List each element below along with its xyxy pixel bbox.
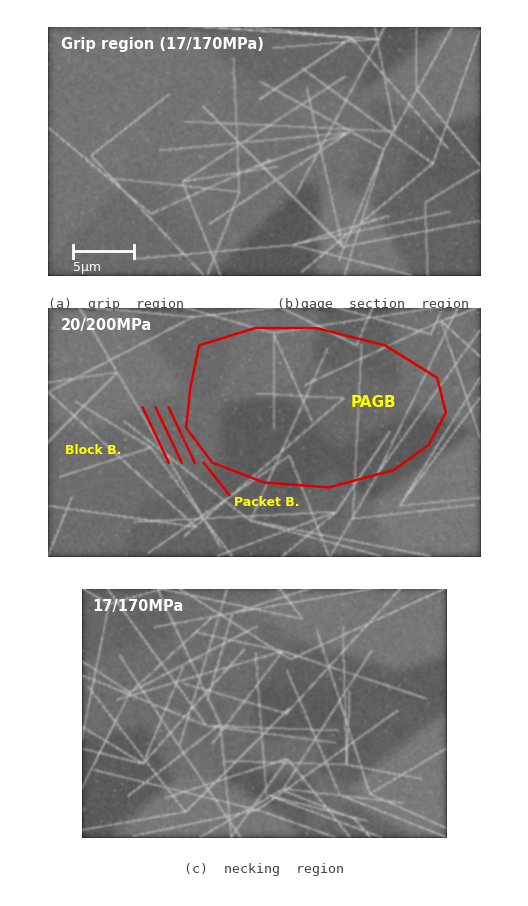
Text: Grip region (17/170MPa): Grip region (17/170MPa) — [61, 37, 263, 53]
Text: (a)  grip  region: (a) grip region — [48, 298, 184, 311]
Text: 20/200MPa: 20/200MPa — [61, 318, 152, 333]
Text: 17/170MPa: 17/170MPa — [93, 599, 184, 614]
Text: 5μm: 5μm — [73, 262, 101, 275]
Text: KAERI: KAERI — [175, 427, 353, 479]
Text: Block B.: Block B. — [65, 444, 121, 457]
Text: (b)gage  section  region: (b)gage section region — [277, 298, 469, 311]
Text: Packet B.: Packet B. — [234, 496, 299, 509]
Text: PAGB: PAGB — [351, 395, 396, 410]
Text: (c)  necking  region: (c) necking region — [184, 863, 344, 875]
